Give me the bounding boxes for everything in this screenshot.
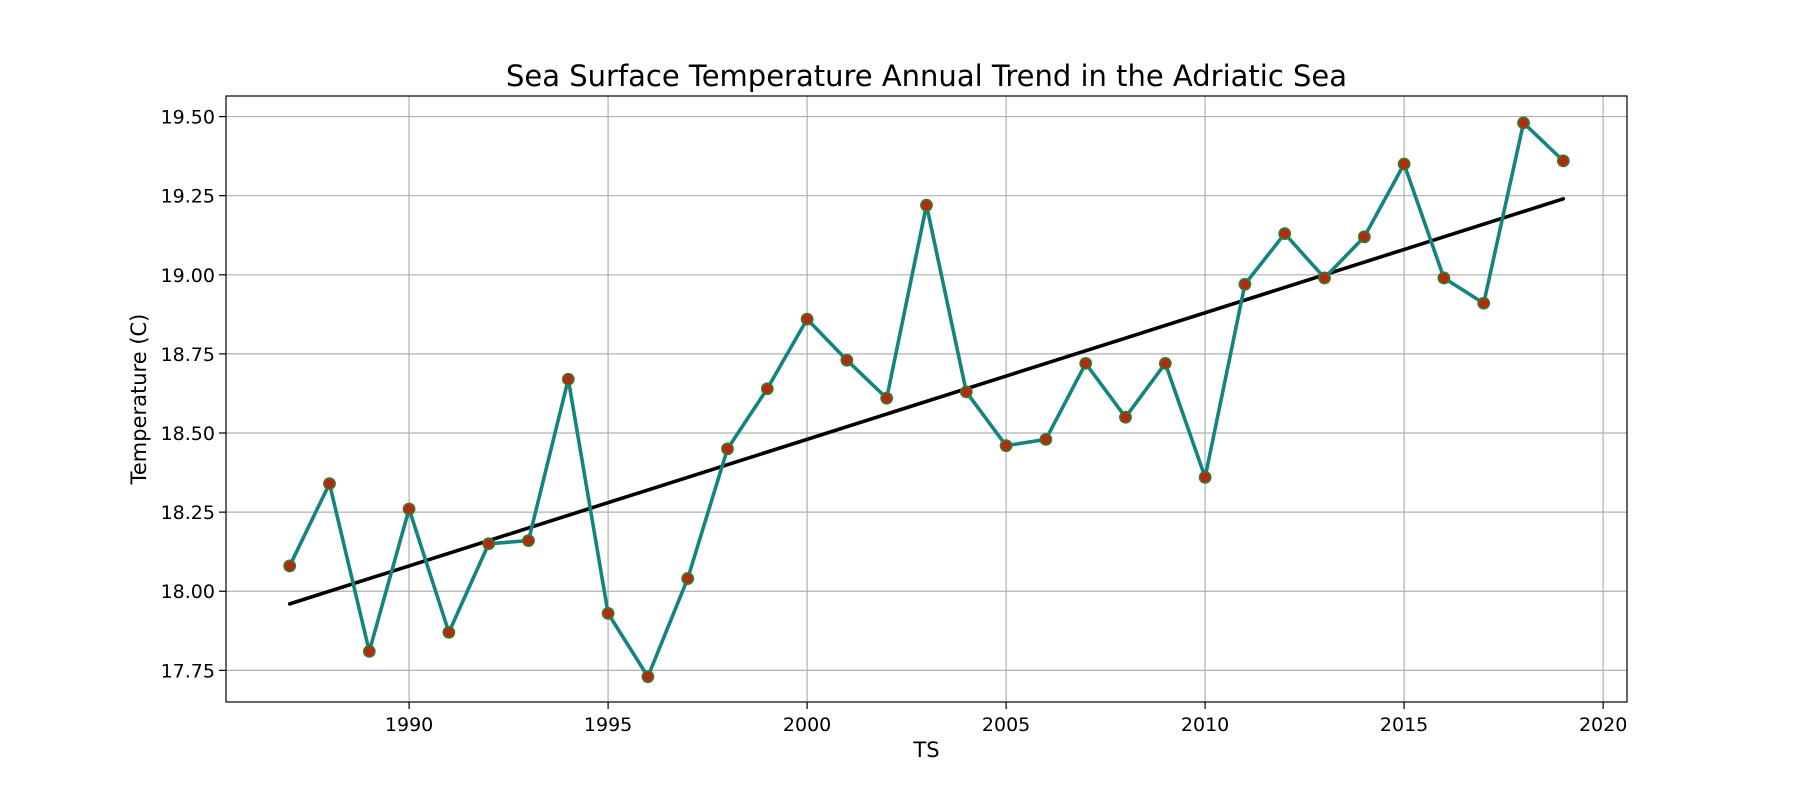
x-tick-label: 2015 [1380,714,1428,736]
data-point [522,534,535,548]
y-tick-label: 18.25 [161,502,215,524]
grid [226,96,1627,702]
x-tick-label: 2005 [982,714,1030,736]
trend-line [287,197,1566,606]
data-point [442,625,456,639]
data-point [1039,432,1053,446]
data-point [681,572,695,585]
data-point [1079,356,1093,370]
data-point [1556,154,1570,168]
y-tick-label: 18.00 [161,581,215,603]
data-point [1119,410,1132,424]
data-point [601,606,615,620]
y-tick-label: 19.25 [161,186,215,208]
plot-frame [225,95,1628,703]
data-point [1158,356,1172,370]
y-tick-label: 19.00 [161,265,215,287]
data-point [1278,227,1292,241]
axis-ticks: 1990 1995 2000 2005 2010 2015 2020 17.75 18.00 18… [161,107,1628,736]
chart-title: Sea Surface Temperature Annual Trend in … [506,59,1347,93]
data-point [1477,296,1491,310]
data-point [1198,470,1212,484]
y-tick-label: 18.50 [161,423,215,445]
data-point [362,644,376,658]
data-point [402,502,416,516]
y-tick-label: 17.75 [161,660,215,682]
y-tick-label: 19.50 [161,107,215,129]
x-tick-label: 2020 [1579,714,1627,736]
data-point [482,537,496,551]
data-point [880,391,894,405]
x-tick-label: 1995 [584,714,632,736]
data-point [1238,277,1252,291]
y-tick-label: 18.75 [161,344,215,366]
data-point [840,353,854,367]
data-point [1517,116,1530,130]
data-point [561,372,575,386]
x-tick-label: 1990 [385,714,433,736]
x-axis-label: TS [912,738,939,762]
data-point [999,439,1013,453]
data-point [283,559,297,573]
data-point [1318,271,1331,285]
data-point [721,442,734,456]
data-point [1357,230,1371,244]
data-point [1397,157,1411,171]
y-axis-label: Temperature (C) [127,314,151,486]
data-point [920,198,933,212]
x-tick-label: 2010 [1181,714,1229,736]
data-point [959,385,973,399]
data-point [800,312,814,326]
data-series [283,116,1570,684]
x-tick-label: 2000 [783,714,831,736]
data-point [760,382,774,396]
data-point [323,477,336,491]
data-point [1437,271,1451,285]
data-point [641,670,655,684]
